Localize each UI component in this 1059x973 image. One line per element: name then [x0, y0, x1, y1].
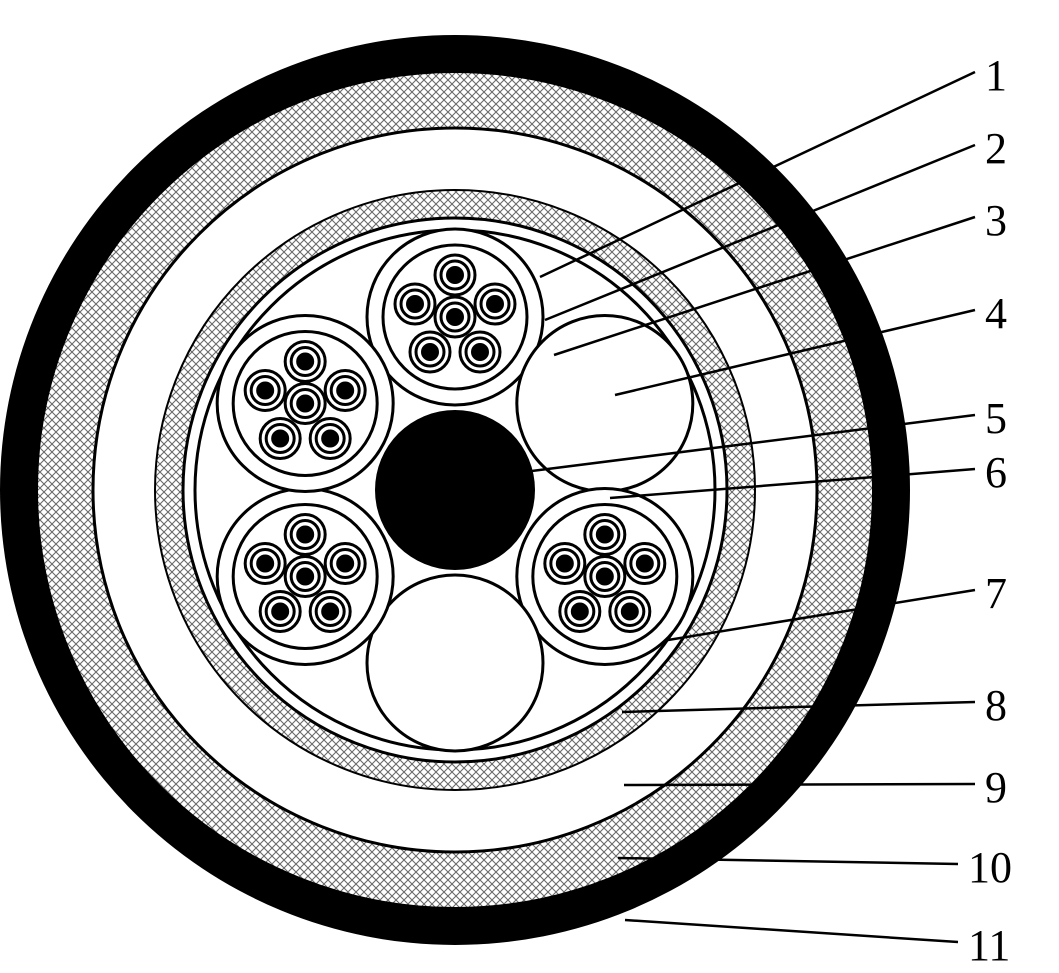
label-4: 4: [985, 288, 1007, 339]
cable-svg: [0, 0, 1059, 973]
label-6: 6: [985, 447, 1007, 498]
label-8: 8: [985, 680, 1007, 731]
label-11: 11: [968, 920, 1010, 971]
label-2: 2: [985, 123, 1007, 174]
cable-cross-section-diagram: 1 2 3 4 56 7 8 9 10 11: [0, 0, 1059, 973]
label-9: 9: [985, 762, 1007, 813]
label-1: 1: [985, 50, 1007, 101]
label-3: 3: [985, 195, 1007, 246]
label-10: 10: [968, 842, 1012, 893]
label-5: 5: [985, 393, 1007, 444]
label-7: 7: [985, 568, 1007, 619]
